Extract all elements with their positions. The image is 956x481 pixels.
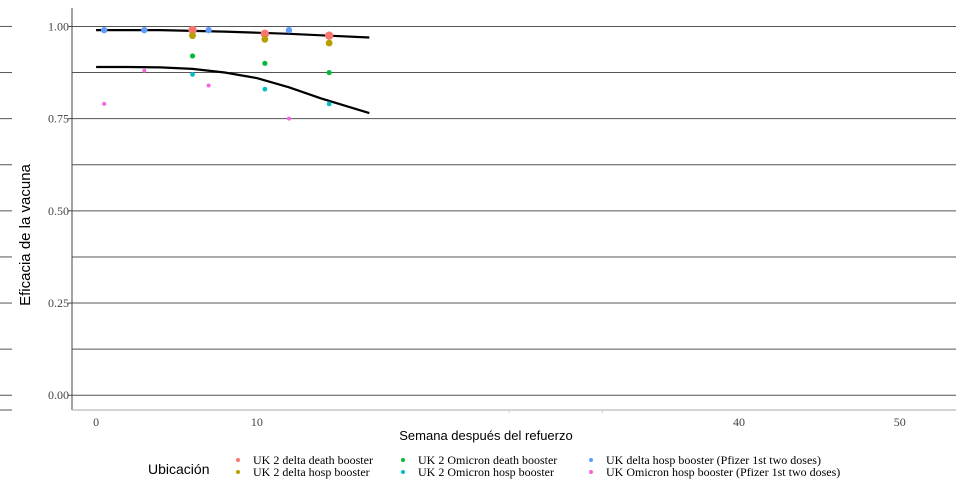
data-point	[188, 25, 197, 35]
legend-title: Ubicación	[148, 461, 209, 477]
legend-key	[236, 458, 240, 462]
x-tick-label: 40	[733, 415, 745, 429]
data-point	[261, 35, 269, 43]
x-tick-label: 10	[251, 415, 263, 429]
data-point	[189, 53, 196, 59]
data-point	[325, 39, 333, 47]
legend-label: UK 2 Omicron death booster	[418, 453, 557, 467]
data-point	[262, 60, 268, 66]
data-point	[324, 31, 334, 40]
fit-line	[96, 29, 370, 39]
legend-key	[401, 458, 405, 462]
data-point	[286, 116, 291, 121]
data-point	[142, 68, 147, 73]
y-tick-label: 1.00	[48, 19, 69, 33]
data-point	[205, 26, 212, 34]
legend-label: UK Omicron hosp booster (Pfizer 1st two …	[606, 465, 840, 479]
data-points	[100, 25, 334, 121]
fit-lines	[96, 29, 370, 115]
outer-tick-marks	[0, 25, 12, 411]
y-axis-title: Eficacia de la vacuna	[17, 163, 34, 305]
data-point	[260, 29, 270, 39]
data-point	[285, 26, 293, 34]
x-tick-label: 0	[93, 415, 99, 429]
legend-label: UK 2 Omicron hosp booster	[418, 465, 554, 479]
y-tick-label: 0.75	[48, 112, 69, 126]
data-point	[206, 83, 211, 88]
legend-label: UK delta hosp booster (Pfizer 1st two do…	[606, 453, 821, 467]
data-point	[141, 26, 148, 34]
data-point	[189, 32, 196, 40]
data-point	[262, 86, 268, 92]
data-point	[326, 69, 332, 76]
data-point	[102, 101, 107, 106]
fit-line	[96, 65, 370, 115]
x-axis: 0 10 40 50	[93, 410, 906, 429]
data-point	[100, 26, 108, 34]
legend-label: UK 2 delta death booster	[253, 453, 373, 467]
y-tick-label: 0.00	[48, 388, 69, 402]
x-axis-title: Semana después del refuerzo	[399, 428, 572, 443]
x-tick-label: 50	[894, 415, 906, 429]
data-point	[190, 71, 195, 77]
gridlines	[71, 8, 956, 411]
data-point	[326, 101, 332, 107]
legend-key	[589, 458, 593, 462]
legend-label: UK 2 delta hosp booster	[253, 465, 370, 479]
y-tick-label: 0.25	[48, 296, 69, 310]
y-axis: 0.00 0.25 0.50 0.75 1.00	[48, 19, 72, 402]
legend-key	[589, 470, 593, 474]
legend-key	[401, 470, 405, 474]
y-tick-label: 0.50	[48, 204, 69, 218]
legend-key	[236, 470, 240, 474]
